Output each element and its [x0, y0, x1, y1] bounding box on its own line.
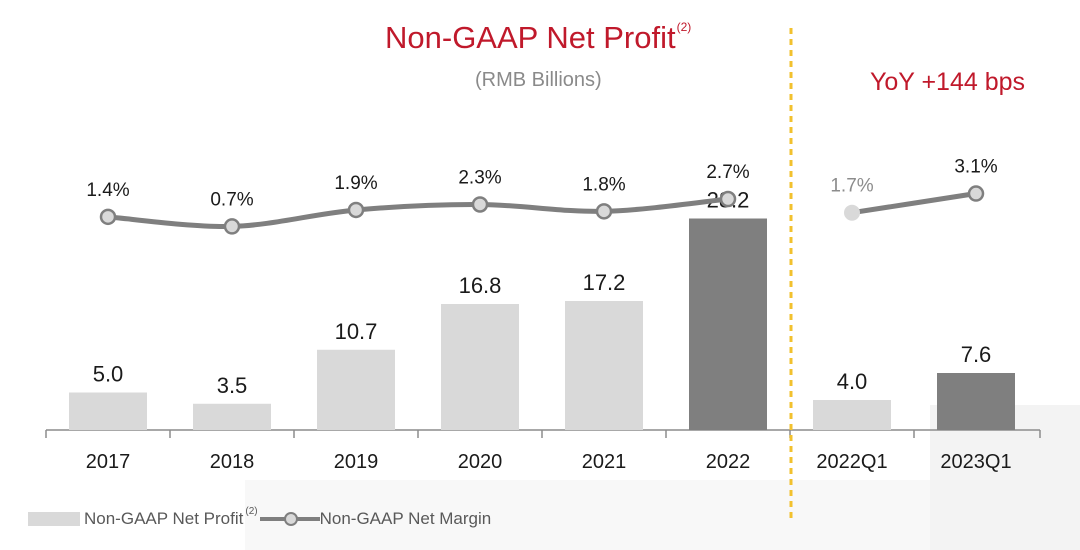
x-tick-label: 2022	[706, 451, 751, 473]
margin-point-2023Q1	[967, 185, 985, 202]
margin-value-label: 1.9%	[334, 173, 377, 194]
title-footnote: (2)	[676, 19, 692, 34]
x-tick-label: 2018	[210, 451, 255, 473]
bar-2022Q1	[813, 400, 891, 430]
margin-point-2020	[471, 196, 489, 213]
chart-title: Non-GAAP Net Profit(2)	[385, 20, 691, 56]
yoy-annotation: YoY +144 bps	[870, 68, 1026, 96]
margin-point-2018	[223, 218, 241, 235]
bar-value-label: 16.8	[459, 273, 502, 298]
margin-point-2022Q1	[844, 204, 860, 221]
margin-point-2022	[719, 190, 737, 208]
legend: Non-GAAP Net Profit (2) Non-GAAP Net Marg…	[28, 506, 492, 530]
margin-value-label: 3.1%	[954, 157, 997, 178]
bar-2021	[565, 301, 643, 430]
legend-bar-text: Non-GAAP Net Profit	[84, 509, 244, 528]
bar-value-label: 4.0	[837, 369, 868, 394]
margin-value-label: 0.7%	[210, 189, 253, 210]
bar-value-label: 10.7	[335, 319, 378, 344]
legend-bar-footnote: (2)	[245, 506, 258, 518]
bar-2019	[317, 349, 395, 430]
x-tick-label: 2019	[334, 451, 379, 473]
bar-value-label: 17.2	[583, 270, 626, 295]
margin-value-label: 1.4%	[86, 180, 129, 201]
bar-2023Q1	[937, 373, 1015, 430]
margin-point-2017	[99, 208, 117, 226]
x-tick-label: 2021	[582, 451, 627, 473]
margin-point-2021	[595, 203, 613, 220]
background-stripe	[245, 480, 1080, 550]
legend-line-label: Non-GAAP Net Margin	[319, 509, 492, 528]
legend-bar-label: Non-GAAP Net Profit (2)	[84, 506, 258, 529]
legend-bar-swatch	[28, 512, 80, 526]
margin-line-segment	[105, 196, 731, 229]
x-tick-label: 2017	[86, 451, 131, 473]
bar-value-label: 7.6	[961, 342, 992, 367]
bar-value-label: 3.5	[217, 373, 248, 398]
bar-2020	[441, 304, 519, 430]
bar-value-label: 5.0	[93, 362, 124, 387]
chart-subtitle: (RMB Billions)	[475, 69, 602, 91]
chart-title-text: Non-GAAP Net Profit	[385, 20, 676, 55]
bar-2018	[193, 403, 271, 430]
bar-2017	[69, 392, 147, 430]
margin-value-label: 2.7%	[706, 162, 749, 183]
x-tick-label: 2023Q1	[940, 451, 1011, 473]
x-tick-label: 2020	[458, 451, 503, 473]
margin-value-label: 2.3%	[458, 167, 501, 188]
legend-line-swatch	[259, 512, 320, 526]
margin-line-segment	[849, 191, 979, 216]
margin-point-2019	[347, 201, 365, 219]
margin-value-label: 1.7%	[830, 176, 873, 197]
legend-line-marker	[283, 512, 298, 526]
margin-value-label: 1.8%	[582, 174, 625, 195]
bar-2022	[689, 218, 767, 430]
x-tick-label: 2022Q1	[816, 451, 887, 473]
